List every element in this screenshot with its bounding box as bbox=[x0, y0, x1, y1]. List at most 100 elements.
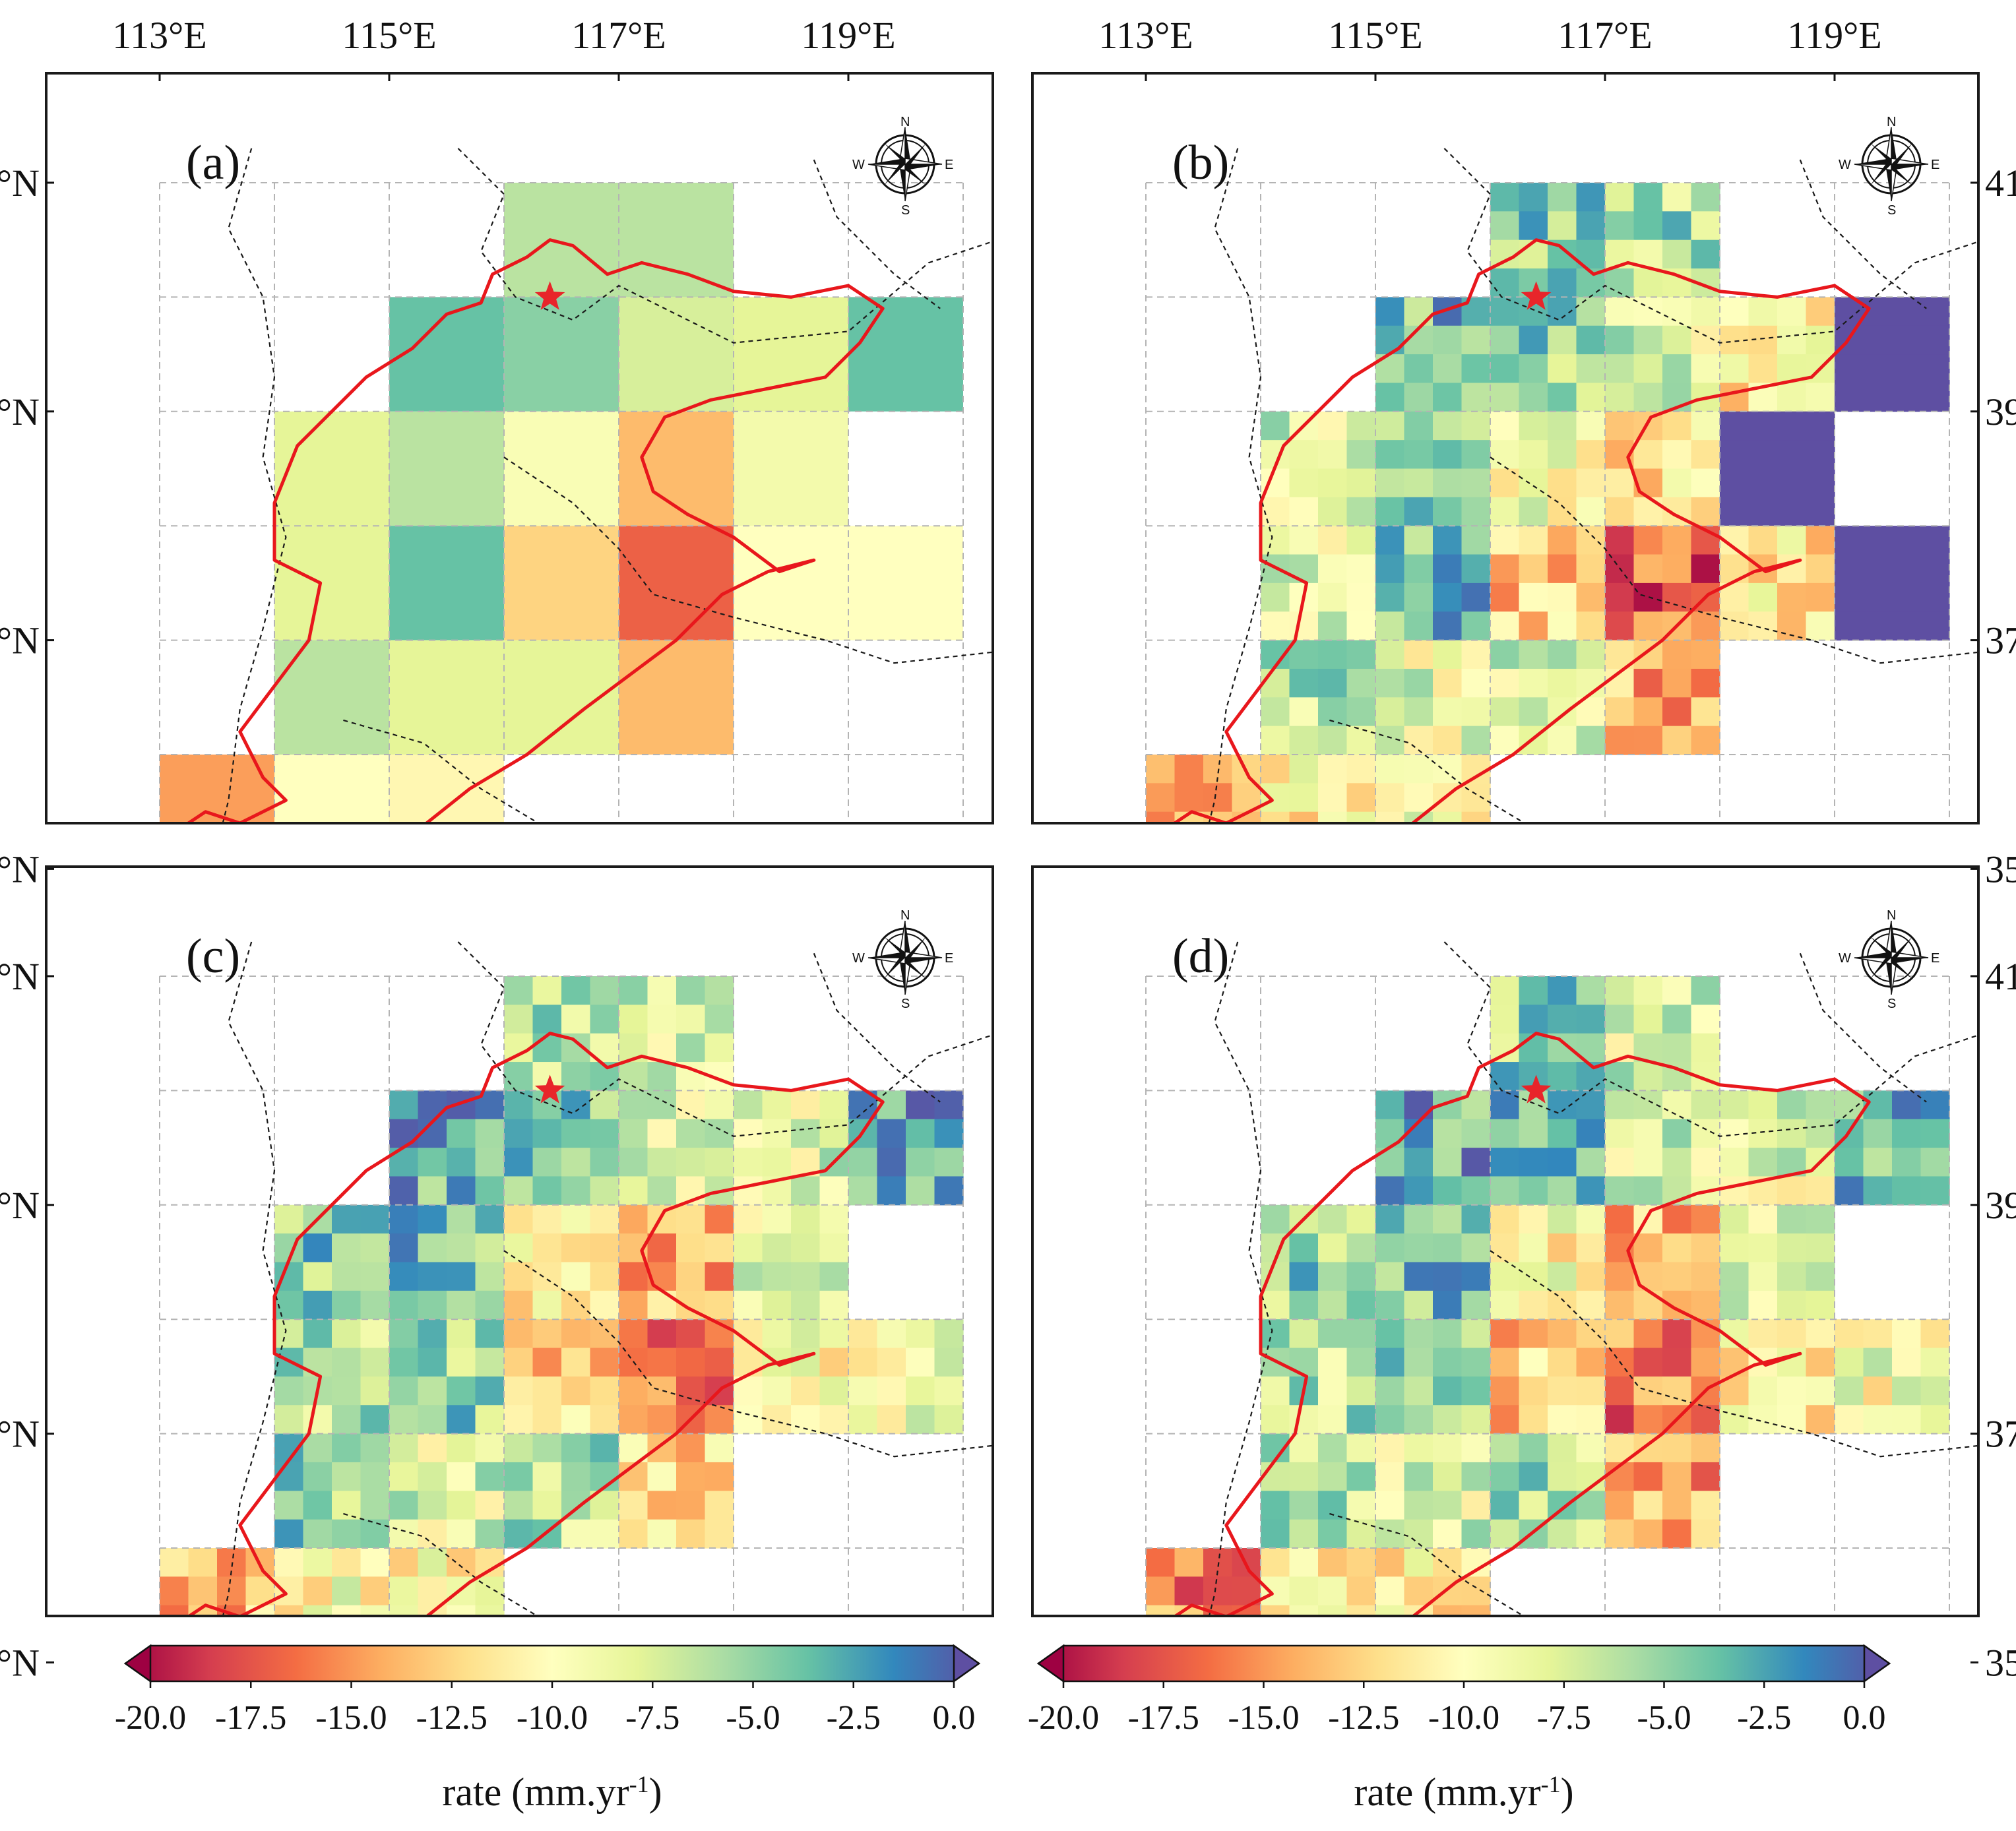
grid-subcell bbox=[705, 1033, 734, 1063]
grid-subcell bbox=[1806, 526, 1835, 555]
grid-subcell bbox=[1261, 411, 1290, 441]
grid-subcell bbox=[1433, 611, 1463, 641]
grid-subcell bbox=[1605, 183, 1635, 212]
grid-subcell bbox=[1519, 1233, 1548, 1263]
grid-subcell bbox=[1662, 1119, 1692, 1148]
grid-subcell bbox=[819, 1204, 849, 1234]
grid-subcell bbox=[1633, 697, 1663, 727]
grid-subcell bbox=[1318, 755, 1348, 784]
grid-subcell bbox=[1519, 526, 1548, 555]
grid-subcell bbox=[1662, 1348, 1692, 1377]
grid-subcell bbox=[1289, 554, 1319, 584]
panel-label: (b) bbox=[1172, 136, 1229, 190]
grid-subcell bbox=[1548, 1290, 1577, 1320]
grid-subcell bbox=[934, 1176, 964, 1206]
grid-subcell bbox=[475, 1491, 505, 1520]
grid-cell bbox=[504, 183, 619, 297]
grid-subcell bbox=[1633, 1062, 1663, 1091]
grid-subcell bbox=[389, 1376, 419, 1406]
grid-subcell bbox=[590, 1290, 619, 1320]
grid-subcell bbox=[1461, 1319, 1491, 1349]
grid-subcell bbox=[1433, 1376, 1463, 1406]
grid-subcell bbox=[1375, 1233, 1405, 1263]
lat-tick-label: 37°N bbox=[1985, 619, 2016, 662]
grid-subcell bbox=[1490, 1119, 1520, 1148]
grid-subcell bbox=[1605, 1319, 1635, 1349]
grid-subcell bbox=[389, 1519, 419, 1549]
grid-subcell bbox=[1261, 1376, 1290, 1406]
grid-subcell bbox=[1633, 554, 1663, 584]
grid-subcell bbox=[1662, 668, 1692, 698]
grid-subcell bbox=[1346, 1462, 1376, 1491]
grid-subcell bbox=[1433, 526, 1463, 555]
grid-subcell bbox=[1777, 1405, 1807, 1435]
grid-subcell bbox=[274, 1376, 304, 1406]
grid-subcell bbox=[619, 1376, 648, 1406]
grid-subcell bbox=[475, 1204, 505, 1234]
grid-subcell bbox=[848, 1405, 878, 1435]
grid-subcell bbox=[1490, 1176, 1520, 1206]
grid-subcell bbox=[1691, 668, 1720, 698]
grid-subcell bbox=[1318, 1491, 1348, 1520]
grid-subcell bbox=[1404, 497, 1433, 526]
grid-subcell bbox=[1375, 497, 1405, 526]
grid-subcell bbox=[1461, 726, 1491, 755]
colorbar-tick-label: -5.0 bbox=[1637, 1699, 1691, 1737]
grid-subcell bbox=[647, 1176, 677, 1206]
grid-subcell bbox=[561, 1376, 591, 1406]
grid-subcell bbox=[1548, 1519, 1577, 1549]
grid-subcell bbox=[1433, 1176, 1463, 1206]
grid-subcell bbox=[1835, 554, 1864, 584]
grid-subcell bbox=[1777, 1290, 1807, 1320]
grid-subcell bbox=[532, 1433, 562, 1463]
grid-subcell bbox=[1662, 726, 1692, 755]
grid-subcell bbox=[1404, 755, 1433, 784]
grid-subcell bbox=[1920, 1119, 1950, 1148]
grid-subcell bbox=[504, 1233, 534, 1263]
grid-subcell bbox=[532, 1033, 562, 1063]
grid-subcell bbox=[1633, 526, 1663, 555]
grid-subcell bbox=[447, 1319, 476, 1349]
lon-tick-label: 113°E bbox=[1098, 14, 1193, 57]
grid-subcell bbox=[1433, 1119, 1463, 1148]
grid-subcell bbox=[1920, 1319, 1950, 1349]
grid-subcell bbox=[1490, 411, 1520, 441]
compass-label-e: E bbox=[945, 158, 953, 172]
grid-subcell bbox=[791, 1405, 821, 1435]
grid-subcell bbox=[1548, 582, 1577, 612]
grid-subcell bbox=[1835, 1376, 1864, 1406]
colorbar-tick-label: -15.0 bbox=[1228, 1699, 1299, 1737]
grid-subcell bbox=[303, 1348, 332, 1377]
grid-subcell bbox=[561, 1462, 591, 1491]
grid-subcell bbox=[1289, 468, 1319, 498]
grid-subcell bbox=[1346, 1576, 1376, 1606]
grid-subcell bbox=[1548, 440, 1577, 470]
grid-subcell bbox=[1548, 1233, 1577, 1263]
grid-subcell bbox=[647, 1005, 677, 1034]
grid-subcell bbox=[447, 1605, 476, 1616]
grid-subcell bbox=[1289, 640, 1319, 669]
lon-tick-label: 117°E bbox=[571, 14, 666, 57]
grid-subcell bbox=[532, 1491, 562, 1520]
grid-subcell bbox=[1633, 1176, 1663, 1206]
grid-subcell bbox=[504, 1462, 534, 1491]
grid-subcell bbox=[1461, 1233, 1491, 1263]
grid-subcell bbox=[418, 1491, 447, 1520]
grid-subcell bbox=[1318, 468, 1348, 498]
grid-subcell bbox=[1433, 1491, 1463, 1520]
grid-subcell bbox=[1404, 1204, 1433, 1234]
grid-subcell bbox=[1548, 526, 1577, 555]
colorbar-extend-min bbox=[1036, 1644, 1065, 1683]
grid-subcell bbox=[1605, 411, 1635, 441]
grid-subcell bbox=[1892, 383, 1922, 412]
grid-subcell bbox=[447, 1348, 476, 1377]
grid-subcell bbox=[561, 1062, 591, 1091]
grid-subcell bbox=[1261, 1319, 1290, 1349]
grid-subcell bbox=[418, 1548, 447, 1577]
grid-subcell bbox=[1691, 1462, 1720, 1491]
study-area-boundary bbox=[1172, 1032, 1871, 1616]
grid-subcell bbox=[1662, 411, 1692, 441]
grid-subcell bbox=[1318, 1262, 1348, 1291]
grid-subcell bbox=[1662, 239, 1692, 269]
grid-subcell bbox=[332, 1233, 362, 1263]
